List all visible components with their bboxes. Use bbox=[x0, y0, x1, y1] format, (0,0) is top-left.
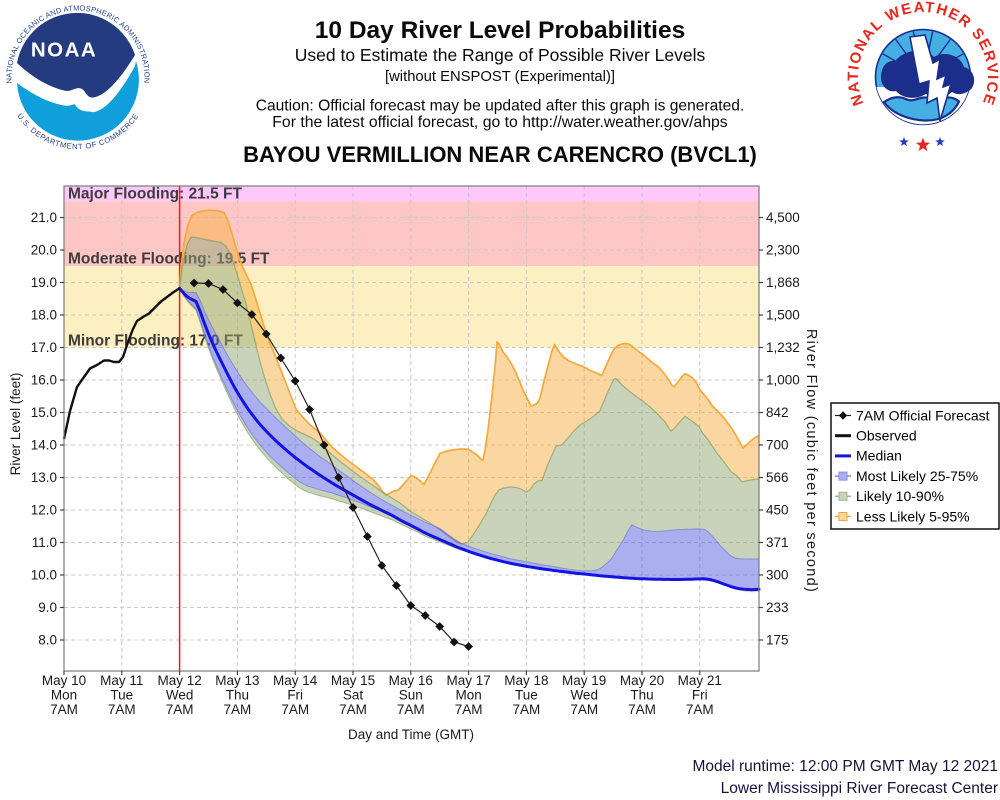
svg-text:Day and Time (GMT): Day and Time (GMT) bbox=[348, 727, 474, 742]
svg-text:Thu: Thu bbox=[630, 688, 653, 703]
svg-text:Fri: Fri bbox=[692, 688, 708, 703]
svg-text:May 17: May 17 bbox=[446, 673, 490, 688]
svg-text:9.0: 9.0 bbox=[38, 600, 57, 615]
svg-text:7AM: 7AM bbox=[513, 702, 541, 717]
svg-text:Tue: Tue bbox=[515, 688, 538, 703]
svg-text:7AM: 7AM bbox=[281, 702, 309, 717]
svg-text:Most Likely 25-75%: Most Likely 25-75% bbox=[856, 468, 978, 484]
svg-text:NOAA: NOAA bbox=[31, 39, 97, 62]
svg-text:7AM: 7AM bbox=[397, 702, 425, 717]
svg-text:16.0: 16.0 bbox=[31, 373, 57, 388]
svg-text:4,500: 4,500 bbox=[766, 210, 800, 225]
svg-text:May 11: May 11 bbox=[100, 673, 143, 688]
svg-text:Fri: Fri bbox=[287, 688, 303, 703]
svg-text:20.0: 20.0 bbox=[31, 243, 57, 258]
svg-text:1,868: 1,868 bbox=[766, 275, 800, 290]
svg-text:For the latest official foreca: For the latest official forecast, go to … bbox=[272, 114, 728, 131]
svg-text:12.0: 12.0 bbox=[31, 503, 57, 518]
svg-text:River Flow (cubic feet per sec: River Flow (cubic feet per second) bbox=[803, 329, 819, 593]
svg-text:Wed: Wed bbox=[166, 688, 194, 703]
svg-text:Observed: Observed bbox=[856, 428, 917, 444]
svg-text:Minor Flooding: 17.0 FT: Minor Flooding: 17.0 FT bbox=[68, 333, 243, 350]
svg-text:River Level (feet): River Level (feet) bbox=[8, 373, 23, 476]
svg-text:7AM: 7AM bbox=[628, 702, 656, 717]
svg-text:Thu: Thu bbox=[226, 688, 249, 703]
svg-text:7AM: 7AM bbox=[455, 702, 483, 717]
svg-text:May 13: May 13 bbox=[215, 673, 259, 688]
svg-text:8.0: 8.0 bbox=[38, 633, 57, 648]
svg-text:18.0: 18.0 bbox=[31, 308, 57, 323]
svg-text:Used to Estimate the Range of: Used to Estimate the Range of Possible R… bbox=[295, 45, 706, 65]
svg-text:1,500: 1,500 bbox=[766, 308, 800, 323]
svg-text:Model runtime: 12:00 PM GMT Ma: Model runtime: 12:00 PM GMT May 12 2021 bbox=[692, 758, 998, 775]
svg-text:May 15: May 15 bbox=[331, 673, 375, 688]
svg-text:450: 450 bbox=[766, 503, 789, 518]
svg-text:[without ENSPOST (Experimental: [without ENSPOST (Experimental)] bbox=[385, 69, 615, 85]
svg-text:Lower Mississippi River Foreca: Lower Mississippi River Forecast Center bbox=[721, 780, 998, 797]
svg-text:14.0: 14.0 bbox=[31, 438, 57, 453]
svg-text:Sun: Sun bbox=[399, 688, 423, 703]
svg-text:May 10: May 10 bbox=[42, 673, 86, 688]
svg-text:7AM: 7AM bbox=[570, 702, 598, 717]
svg-text:7AM: 7AM bbox=[224, 702, 252, 717]
svg-text:10 Day River Level Probabiliti: 10 Day River Level Probabilities bbox=[315, 17, 685, 44]
svg-text:7AM: 7AM bbox=[108, 702, 136, 717]
svg-text:1,232: 1,232 bbox=[766, 340, 800, 355]
svg-text:19.0: 19.0 bbox=[31, 275, 57, 290]
svg-text:7AM: 7AM bbox=[50, 702, 78, 717]
svg-text:300: 300 bbox=[766, 568, 789, 583]
svg-text:566: 566 bbox=[766, 470, 789, 485]
svg-text:17.0: 17.0 bbox=[31, 340, 57, 355]
svg-text:842: 842 bbox=[766, 405, 789, 420]
svg-text:Tue: Tue bbox=[110, 688, 133, 703]
svg-text:7AM Official Forecast: 7AM Official Forecast bbox=[856, 407, 990, 423]
svg-text:May 16: May 16 bbox=[389, 673, 433, 688]
svg-text:Mon: Mon bbox=[51, 688, 77, 703]
svg-text:10.0: 10.0 bbox=[31, 568, 57, 583]
svg-text:May 12: May 12 bbox=[157, 673, 201, 688]
svg-text:Caution: Official forecast may: Caution: Official forecast may be update… bbox=[256, 98, 745, 115]
svg-text:700: 700 bbox=[766, 438, 789, 453]
svg-text:May 19: May 19 bbox=[562, 673, 606, 688]
svg-text:May 18: May 18 bbox=[504, 673, 548, 688]
svg-text:Sat: Sat bbox=[343, 688, 364, 703]
svg-text:Less Likely 5-95%: Less Likely 5-95% bbox=[856, 508, 970, 524]
svg-text:7AM: 7AM bbox=[166, 702, 194, 717]
svg-text:2,300: 2,300 bbox=[766, 243, 800, 258]
svg-text:May 20: May 20 bbox=[620, 673, 664, 688]
svg-text:7AM: 7AM bbox=[339, 702, 367, 717]
svg-text:13.0: 13.0 bbox=[31, 470, 57, 485]
svg-text:11.0: 11.0 bbox=[32, 535, 57, 550]
svg-text:Major Flooding: 21.5 FT: Major Flooding: 21.5 FT bbox=[68, 186, 242, 203]
svg-text:15.0: 15.0 bbox=[31, 405, 57, 420]
svg-text:May 14: May 14 bbox=[273, 673, 318, 688]
svg-text:371: 371 bbox=[766, 535, 789, 550]
svg-text:233: 233 bbox=[766, 600, 789, 615]
svg-text:BAYOU VERMILLION NEAR CARENCRO: BAYOU VERMILLION NEAR CARENCRO (BVCL1) bbox=[243, 142, 757, 167]
svg-text:7AM: 7AM bbox=[686, 702, 714, 717]
svg-text:Likely 10-90%: Likely 10-90% bbox=[856, 488, 944, 504]
svg-text:175: 175 bbox=[766, 633, 789, 648]
svg-text:May 21: May 21 bbox=[678, 673, 722, 688]
svg-text:Mon: Mon bbox=[455, 688, 481, 703]
svg-text:1,000: 1,000 bbox=[766, 373, 800, 388]
svg-text:Median: Median bbox=[856, 448, 902, 464]
svg-text:Wed: Wed bbox=[570, 688, 598, 703]
svg-text:21.0: 21.0 bbox=[31, 210, 57, 225]
